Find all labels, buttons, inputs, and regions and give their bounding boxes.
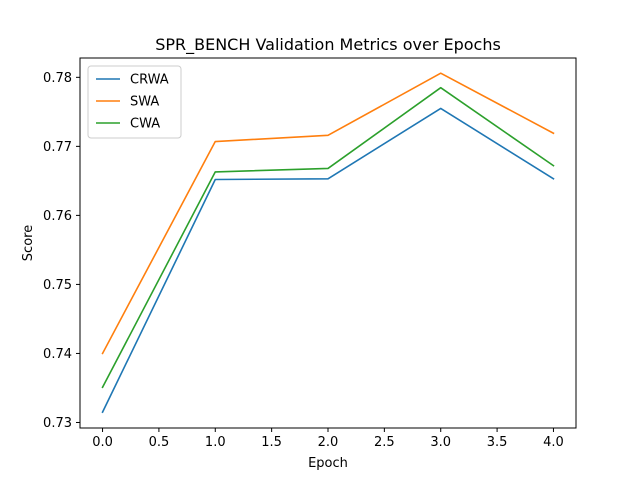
x-tick-label: 0.5 [149,435,170,450]
chart-title: SPR_BENCH Validation Metrics over Epochs [155,35,501,55]
x-tick-label: 3.0 [430,435,451,450]
series-line-swa [101,72,555,355]
y-tick-label: 0.77 [43,140,72,155]
x-tick-label: 2.5 [374,435,395,450]
x-tick-label: 4.0 [543,435,564,450]
x-tick-label: 2.0 [318,435,339,450]
ticks-layer: 0.0 0.5 1.0 1.5 2.0 2.5 3.0 3.5 4.0 0.73 0.74 0.75 0… [43,71,564,450]
x-tick-label: 0.0 [92,435,113,450]
y-tick-label: 0.73 [43,416,72,431]
x-tick-label: 3.5 [487,435,508,450]
y-tick-label: 0.78 [43,71,72,86]
series-layer [101,72,555,414]
legend-label-cwa: CWA [130,117,160,132]
plot-frame [79,57,577,429]
legend-label-crwa: CRWA [130,73,169,88]
legend-box [87,65,182,139]
x-tick-label: 1.0 [205,435,226,450]
legend: CRWA SWA CWA [87,65,182,139]
y-axis-title: Score [21,225,36,261]
x-axis-title: Epoch [308,456,348,471]
y-tick-label: 0.76 [43,209,72,224]
y-tick-label: 0.75 [43,278,72,293]
x-tick-label: 1.5 [261,435,282,450]
y-tick-label: 0.74 [43,347,72,362]
series-line-cwa [101,86,555,389]
legend-label-swa: SWA [130,95,159,110]
series-line-crwa [101,107,555,414]
